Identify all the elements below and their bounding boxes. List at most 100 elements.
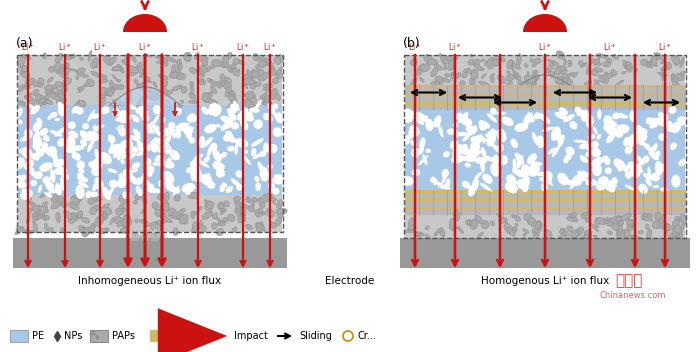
- Ellipse shape: [61, 98, 66, 102]
- Ellipse shape: [177, 208, 185, 216]
- Ellipse shape: [135, 106, 145, 114]
- Ellipse shape: [678, 227, 682, 235]
- Ellipse shape: [44, 223, 48, 231]
- Ellipse shape: [224, 77, 232, 83]
- Ellipse shape: [539, 113, 550, 124]
- Ellipse shape: [659, 220, 661, 223]
- Ellipse shape: [665, 62, 671, 70]
- Ellipse shape: [561, 228, 565, 231]
- Ellipse shape: [636, 132, 648, 142]
- Ellipse shape: [408, 226, 416, 230]
- Bar: [151, 233, 159, 241]
- Ellipse shape: [224, 82, 232, 90]
- Ellipse shape: [44, 179, 51, 191]
- Ellipse shape: [132, 56, 136, 62]
- Ellipse shape: [564, 77, 568, 87]
- Ellipse shape: [674, 225, 682, 233]
- Ellipse shape: [638, 184, 648, 194]
- Ellipse shape: [512, 68, 517, 78]
- Ellipse shape: [618, 223, 623, 234]
- Ellipse shape: [604, 73, 613, 79]
- Ellipse shape: [654, 52, 663, 59]
- Ellipse shape: [237, 69, 240, 73]
- Ellipse shape: [127, 73, 135, 76]
- Ellipse shape: [28, 78, 35, 85]
- Ellipse shape: [673, 222, 677, 226]
- Ellipse shape: [190, 172, 195, 181]
- Ellipse shape: [166, 202, 169, 210]
- Ellipse shape: [181, 86, 187, 93]
- Ellipse shape: [424, 55, 433, 64]
- Ellipse shape: [172, 212, 178, 218]
- Text: Li$^+$: Li$^+$: [603, 41, 617, 53]
- Ellipse shape: [135, 219, 138, 223]
- Ellipse shape: [439, 229, 444, 235]
- Ellipse shape: [266, 208, 274, 218]
- Ellipse shape: [468, 183, 477, 196]
- Ellipse shape: [206, 145, 212, 158]
- Ellipse shape: [599, 181, 609, 191]
- Ellipse shape: [93, 125, 98, 132]
- Ellipse shape: [412, 58, 417, 63]
- Ellipse shape: [121, 60, 127, 64]
- Ellipse shape: [615, 215, 622, 222]
- Ellipse shape: [230, 178, 240, 187]
- Ellipse shape: [528, 114, 535, 122]
- Ellipse shape: [250, 80, 256, 89]
- Ellipse shape: [666, 123, 675, 132]
- Ellipse shape: [244, 112, 251, 121]
- Ellipse shape: [32, 203, 36, 211]
- Ellipse shape: [498, 217, 506, 224]
- Bar: [405, 190, 685, 215]
- Ellipse shape: [671, 175, 680, 188]
- Ellipse shape: [199, 74, 204, 77]
- Ellipse shape: [64, 210, 73, 220]
- Ellipse shape: [523, 233, 526, 236]
- Ellipse shape: [593, 235, 597, 237]
- Ellipse shape: [468, 151, 476, 162]
- Ellipse shape: [447, 129, 454, 135]
- Ellipse shape: [234, 138, 248, 147]
- Ellipse shape: [43, 135, 50, 142]
- Ellipse shape: [650, 121, 659, 128]
- Ellipse shape: [484, 156, 497, 162]
- Ellipse shape: [166, 133, 172, 143]
- Ellipse shape: [539, 177, 552, 182]
- Ellipse shape: [541, 182, 548, 191]
- Ellipse shape: [48, 146, 53, 155]
- Ellipse shape: [31, 153, 38, 160]
- Ellipse shape: [187, 116, 192, 122]
- Ellipse shape: [672, 219, 680, 228]
- Ellipse shape: [99, 95, 105, 100]
- Ellipse shape: [56, 212, 60, 223]
- Ellipse shape: [251, 138, 264, 147]
- Ellipse shape: [256, 197, 265, 202]
- Ellipse shape: [400, 176, 414, 186]
- Ellipse shape: [435, 81, 440, 88]
- Ellipse shape: [198, 226, 206, 234]
- Ellipse shape: [108, 134, 116, 144]
- Ellipse shape: [461, 118, 473, 126]
- Ellipse shape: [55, 183, 62, 195]
- Ellipse shape: [633, 132, 639, 141]
- Ellipse shape: [649, 61, 654, 65]
- Ellipse shape: [598, 176, 608, 185]
- Ellipse shape: [118, 174, 129, 186]
- Ellipse shape: [611, 223, 618, 230]
- Ellipse shape: [132, 168, 138, 172]
- Ellipse shape: [53, 153, 58, 168]
- Ellipse shape: [125, 54, 130, 65]
- Ellipse shape: [202, 97, 210, 102]
- Ellipse shape: [492, 144, 502, 153]
- Ellipse shape: [17, 119, 22, 124]
- Ellipse shape: [616, 80, 624, 86]
- Ellipse shape: [120, 110, 129, 121]
- Ellipse shape: [122, 169, 127, 177]
- Ellipse shape: [218, 222, 225, 226]
- Ellipse shape: [225, 186, 233, 193]
- Ellipse shape: [273, 127, 282, 137]
- Ellipse shape: [534, 222, 542, 233]
- Ellipse shape: [146, 96, 155, 100]
- Ellipse shape: [241, 207, 246, 214]
- Ellipse shape: [419, 155, 428, 165]
